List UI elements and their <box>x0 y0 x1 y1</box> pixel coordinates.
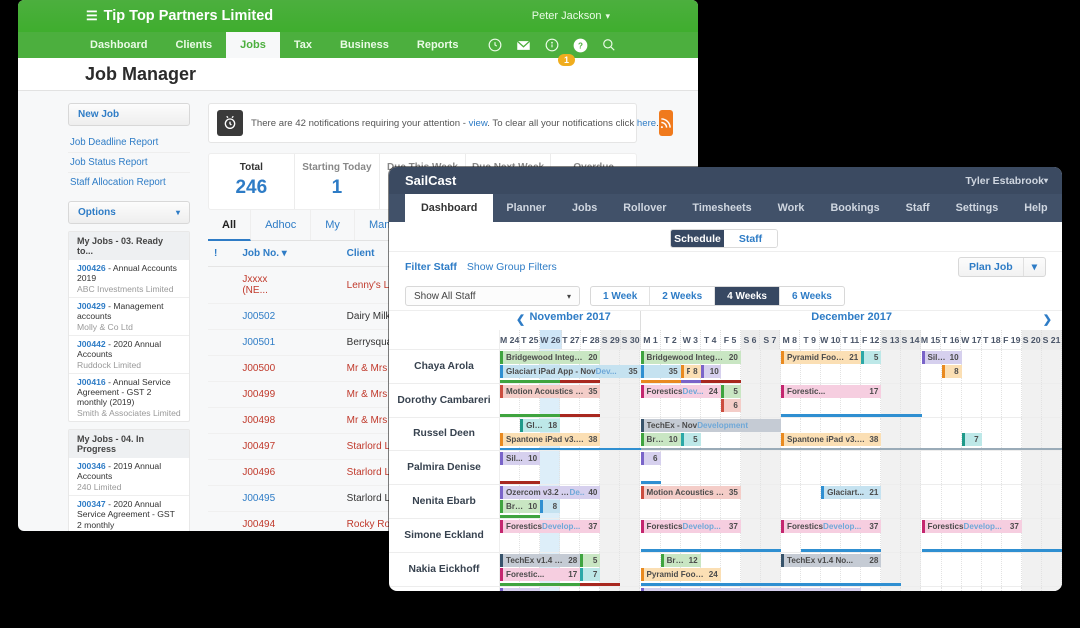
svg-text:?: ? <box>578 41 583 50</box>
